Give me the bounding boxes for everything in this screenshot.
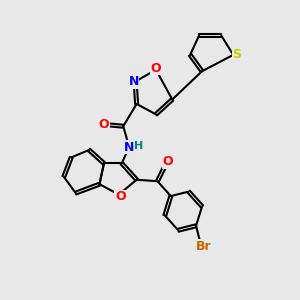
Text: O: O <box>99 118 109 131</box>
Text: N: N <box>128 75 139 88</box>
Text: O: O <box>151 62 161 75</box>
Text: N: N <box>124 140 134 154</box>
Text: O: O <box>115 190 126 203</box>
Text: S: S <box>232 48 242 62</box>
Text: H: H <box>134 140 143 151</box>
Text: Br: Br <box>196 240 211 253</box>
Text: O: O <box>163 155 173 168</box>
